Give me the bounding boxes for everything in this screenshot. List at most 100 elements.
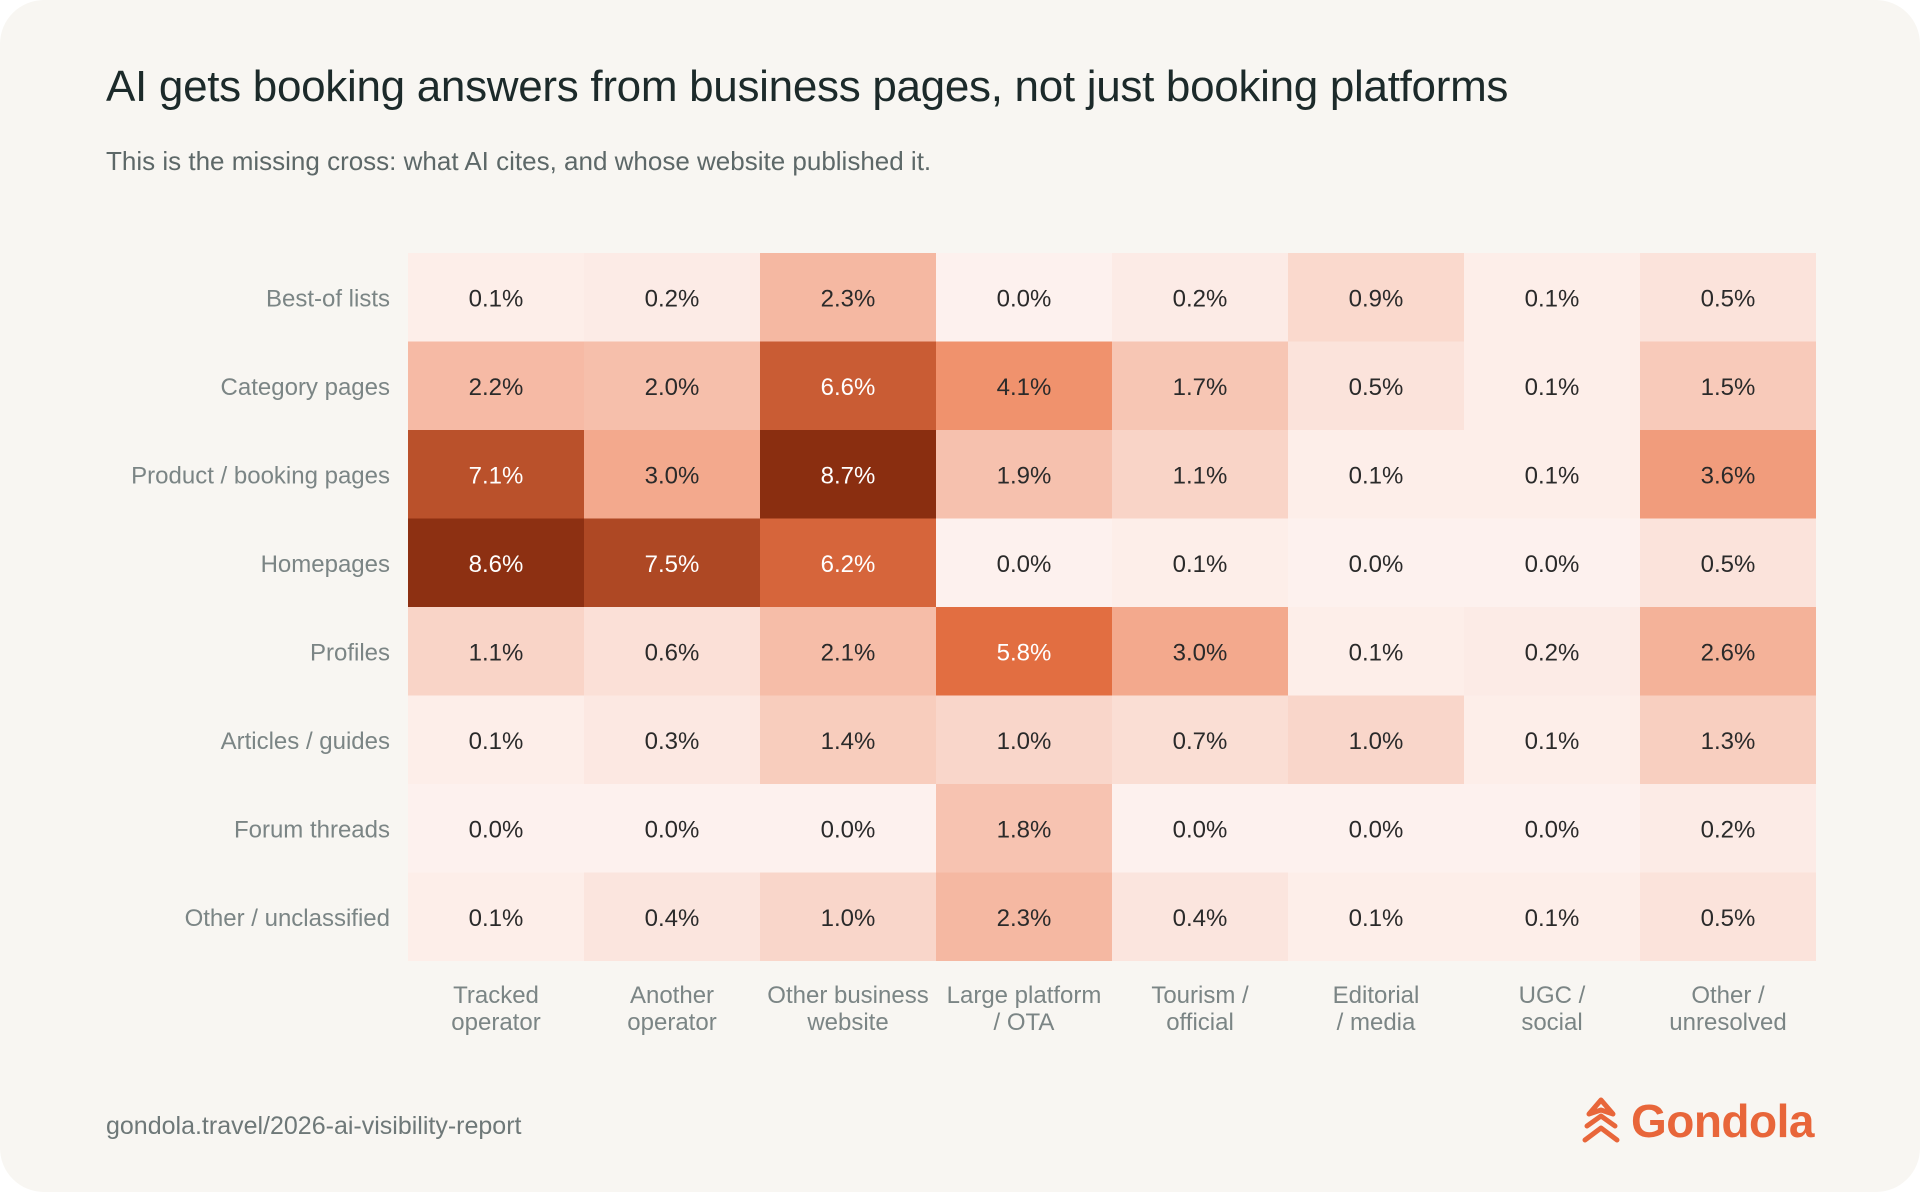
cell-value-label: 0.5% (1701, 285, 1756, 312)
heatmap-cell (1640, 430, 1816, 519)
heatmap-cell (936, 518, 1112, 607)
heatmap-cell (1464, 253, 1640, 342)
cell-value-label: 2.0% (645, 374, 700, 401)
cell-value-label: 0.1% (469, 285, 524, 312)
heatmap-cell (1464, 607, 1640, 696)
cell-value-label: 0.1% (1525, 905, 1580, 932)
cell-value-label: 1.3% (1701, 728, 1756, 755)
heatmap-cell (1112, 518, 1288, 607)
heatmap-cell (1464, 341, 1640, 430)
cell-value-label: 0.4% (645, 905, 700, 932)
cell-value-label: 0.9% (1349, 285, 1404, 312)
cell-value-label: 0.1% (1349, 639, 1404, 666)
heatmap-cell (936, 872, 1112, 961)
heatmap-cell (1288, 872, 1464, 961)
heatmap-cell (584, 253, 760, 342)
cell-value-label: 0.6% (645, 639, 700, 666)
row-label: Profiles (310, 639, 390, 666)
row-label: Forum threads (234, 816, 390, 843)
heatmap-cell (584, 784, 760, 873)
cell-value-label: 1.0% (997, 728, 1052, 755)
cell-value-label: 0.0% (821, 816, 876, 843)
cell-value-label: 1.0% (1349, 728, 1404, 755)
gondola-logo: Gondola (1581, 1094, 1815, 1148)
heatmap-chart: 0.1% 0.2% 2.3% 0.0% 0.2% 0.9% 0.1% 0.5% 2.2% 2.0%… (131, 253, 1816, 1036)
heatmap-cell (584, 341, 760, 430)
cell-value-label: 6.2% (821, 551, 876, 578)
cell-value-label: 2.3% (997, 905, 1052, 932)
cell-value-label: 0.0% (469, 816, 524, 843)
cell-value-label: 0.0% (997, 285, 1052, 312)
column-label: Other business website (767, 982, 928, 1036)
cell-value-label: 0.0% (1525, 551, 1580, 578)
cell-value-label: 5.8% (997, 639, 1052, 666)
heatmap-cell (760, 430, 936, 519)
heatmap-cell (584, 695, 760, 784)
cell-value-label: 2.1% (821, 639, 876, 666)
brand-name: Gondola (1630, 1095, 1815, 1147)
heatmap-cell (1640, 784, 1816, 873)
cell-value-label: 3.0% (1173, 639, 1228, 666)
cell-value-label: 0.4% (1173, 905, 1228, 932)
heatmap-cell (1288, 430, 1464, 519)
heatmap-cell (408, 430, 584, 519)
column-label: Editorial / media (1333, 982, 1420, 1036)
heatmap-cell (936, 341, 1112, 430)
heatmap-cell (408, 784, 584, 873)
row-label: Other / unclassified (185, 905, 390, 932)
gondola-logo-icon (1582, 1097, 1620, 1143)
cell-value-label: 8.7% (821, 462, 876, 489)
heatmap-cell (760, 607, 936, 696)
heatmap-cell (936, 253, 1112, 342)
cell-value-label: 1.5% (1701, 374, 1756, 401)
heatmap-cell (1640, 341, 1816, 430)
chart-title: AI gets booking answers from business pa… (106, 62, 1509, 111)
cell-value-label: 0.2% (645, 285, 700, 312)
cell-value-label: 0.0% (1173, 816, 1228, 843)
heatmap-cell (1640, 872, 1816, 961)
cell-value-label: 0.1% (1525, 462, 1580, 489)
heatmap-cell (1112, 695, 1288, 784)
heatmap-cell (584, 607, 760, 696)
cell-value-label: 2.2% (469, 374, 524, 401)
report-url: gondola.travel/2026-ai-visibility-report (106, 1112, 522, 1140)
heatmap-cell (1464, 872, 1640, 961)
heatmap-cell (1112, 253, 1288, 342)
column-label: Another operator (627, 982, 716, 1036)
cell-value-label: 1.0% (821, 905, 876, 932)
heatmap-cell (1112, 341, 1288, 430)
cell-value-label: 4.1% (997, 374, 1052, 401)
heatmap-cell (408, 341, 584, 430)
heatmap-cell (936, 607, 1112, 696)
chart-subtitle: This is the missing cross: what AI cites… (106, 146, 932, 176)
cell-value-label: 0.1% (1349, 462, 1404, 489)
cell-value-label: 7.5% (645, 551, 700, 578)
heatmap-cell (584, 430, 760, 519)
heatmap-cell (760, 518, 936, 607)
cell-value-label: 0.1% (1525, 285, 1580, 312)
heatmap-cell (1464, 430, 1640, 519)
heatmap-cell (1464, 695, 1640, 784)
row-label: Product / booking pages (131, 462, 390, 489)
cell-value-label: 0.0% (1349, 816, 1404, 843)
cell-value-label: 6.6% (821, 374, 876, 401)
cell-value-label: 0.1% (469, 905, 524, 932)
cell-value-label: 0.5% (1349, 374, 1404, 401)
heatmap-cell (1288, 695, 1464, 784)
cell-value-label: 0.5% (1701, 905, 1756, 932)
heatmap-cell (936, 695, 1112, 784)
heatmap-cell (760, 253, 936, 342)
heatmap-cell (408, 607, 584, 696)
heatmap-cell (1288, 607, 1464, 696)
cell-value-label: 0.1% (469, 728, 524, 755)
heatmap-cell (760, 695, 936, 784)
cell-value-label: 1.9% (997, 462, 1052, 489)
cell-value-label: 0.0% (997, 551, 1052, 578)
cell-value-label: 3.6% (1701, 462, 1756, 489)
heatmap-cell (1288, 518, 1464, 607)
heatmap-cell (936, 784, 1112, 873)
cell-value-label: 0.1% (1525, 728, 1580, 755)
cell-value-label: 0.0% (1349, 551, 1404, 578)
heatmap-cell (1640, 253, 1816, 342)
cell-value-label: 1.1% (469, 639, 524, 666)
